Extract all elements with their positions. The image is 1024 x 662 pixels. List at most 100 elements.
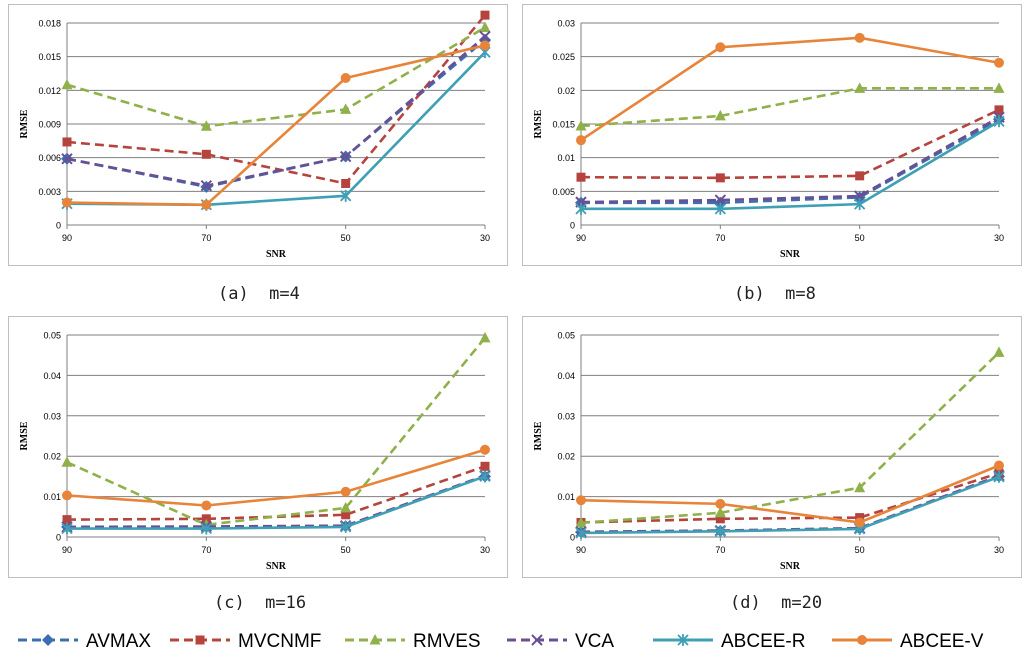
y-tick-label: 0.025: [552, 52, 575, 62]
data-point-abcee-v: [480, 444, 490, 455]
data-point-abcee-r: [993, 470, 1005, 483]
x-tick-label: 90: [576, 545, 586, 555]
y-tick-label: 0: [570, 533, 575, 543]
data-point-abcee-v: [854, 517, 865, 528]
data-point-vca: [61, 153, 73, 165]
y-axis-title: RMSE: [533, 421, 544, 450]
data-point-abcee-v: [854, 32, 865, 43]
data-point-abcee-v: [340, 486, 351, 497]
legend-label-avmax: AVMAX: [86, 631, 151, 652]
series-line-abcee-v: [580, 464, 1000, 524]
y-tick-label: 0.04: [557, 371, 575, 381]
series-line-abcee-v: [66, 448, 486, 507]
data-point-rmves: [479, 21, 491, 32]
y-tick-label: 0.03: [557, 411, 575, 421]
series-line-vca: [580, 474, 1000, 534]
y-tick-label: 0.05: [43, 331, 61, 341]
chart-panel-c: 0 0.01 0.02 0.03 0.04 0.05 90 70 50 30 SNR RMSE: [8, 316, 508, 578]
y-tick-label: 0.01: [557, 492, 575, 502]
data-point-rmves: [200, 120, 212, 131]
data-point-mvcnmf: [576, 172, 586, 182]
series-line-abcee-r: [67, 475, 486, 530]
data-point-vca: [479, 30, 491, 43]
legend-label-abcee-r: ABCEE-R: [721, 631, 805, 652]
y-tick-label: 0.01: [43, 492, 61, 502]
legend: AVMAX MVCNMF RMVES VCA ABCEE-R ABCEE-V: [18, 631, 984, 652]
chart-d: 0 0.01 0.02 0.03 0.04 0.05 90 70 50 30 SNR RMSE: [533, 331, 1005, 572]
x-tick-label: 30: [994, 545, 1004, 555]
x-tick-label: 70: [201, 233, 211, 243]
data-point-abcee-v: [994, 57, 1004, 68]
data-point-mvcnmf: [480, 461, 490, 471]
series-line-abcee-v: [66, 44, 486, 207]
series-line-vca: [66, 35, 486, 188]
legend-marker-vca: [531, 634, 543, 646]
y-tick-label: 0.009: [38, 120, 61, 130]
x-tick-label: 30: [994, 233, 1004, 243]
data-point-rmves: [61, 78, 73, 90]
data-point-mvcnmf: [62, 515, 72, 525]
y-tick-label: 0: [56, 533, 61, 543]
legend-label-rmves: RMVES: [413, 631, 481, 652]
data-point-abcee-v: [201, 199, 212, 210]
legend-marker-mvcnmf: [195, 635, 205, 645]
series-line-avmax: [581, 118, 1000, 205]
y-axis-title: RMSE: [533, 109, 544, 138]
data-point-abcee-r: [200, 522, 212, 535]
data-point-rmves: [993, 346, 1005, 357]
legend-label-abcee-v: ABCEE-V: [900, 631, 984, 652]
legend-marker-abcee-r: [677, 634, 689, 646]
x-tick-label: 70: [715, 233, 725, 243]
data-point-rmves: [714, 109, 726, 121]
data-point-mvcnmf: [715, 514, 725, 524]
caption-a: (a) m=4: [218, 284, 300, 304]
data-point-mvcnmf: [62, 137, 72, 147]
series-line-rmves: [66, 337, 487, 527]
series-line-mvcnmf: [66, 14, 487, 185]
x-tick-label: 90: [62, 233, 72, 243]
caption-c: (c) m=16: [214, 593, 307, 613]
data-point-abcee-r: [340, 189, 352, 202]
y-tick-label: 0.03: [557, 19, 575, 29]
data-point-rmves: [575, 120, 587, 131]
x-axis-title: SNR: [266, 249, 287, 260]
data-point-vca: [853, 190, 866, 202]
y-tick-label: 0.012: [38, 86, 61, 96]
chart-c: 0 0.01 0.02 0.03 0.04 0.05 90 70 50 30 SNR RMSE: [19, 331, 491, 572]
x-tick-label: 70: [201, 545, 211, 555]
data-point-abcee-v: [201, 500, 212, 511]
x-tick-label: 50: [855, 233, 865, 243]
data-point-mvcnmf: [341, 178, 351, 188]
data-point-rmves: [61, 456, 73, 467]
x-axis-title: SNR: [266, 561, 287, 572]
data-point-abcee-v: [576, 495, 586, 506]
y-tick-label: 0.003: [38, 187, 61, 197]
chart-b: 0 0.005 0.01 0.015 0.02 0.025 0.03 90 70 50 30 SNR R…: [533, 19, 1005, 260]
data-point-abcee-v: [340, 72, 351, 83]
data-point-abcee-r: [854, 198, 866, 211]
data-point-rmves: [993, 82, 1005, 93]
data-point-rmves: [854, 481, 866, 493]
data-point-abcee-r: [714, 525, 726, 538]
data-point-vca: [339, 150, 352, 163]
y-tick-label: 0: [56, 221, 61, 231]
data-point-mvcnmf: [201, 514, 211, 524]
data-point-mvcnmf: [201, 149, 211, 159]
legend-marker-avmax: [42, 634, 54, 646]
series-line-mvcnmf: [580, 471, 1000, 524]
data-point-abcee-r: [479, 470, 491, 483]
data-point-abcee-r: [993, 115, 1005, 128]
y-tick-label: 0.02: [557, 452, 575, 462]
data-point-rmves: [714, 506, 726, 518]
data-point-mvcnmf: [715, 173, 725, 183]
y-tick-label: 0.02: [557, 86, 575, 96]
chart-panel-b: 0 0.005 0.01 0.015 0.02 0.025 0.03 90 70 50 30 SNR R…: [522, 4, 1022, 266]
chart-panel-d: 0 0.01 0.02 0.03 0.04 0.05 90 70 50 30 SNR RMSE: [522, 316, 1022, 578]
y-tick-label: 0.02: [43, 452, 61, 462]
series-line-mvcnmf: [580, 108, 1000, 180]
series-line-rmves: [580, 87, 999, 128]
data-point-abcee-v: [715, 498, 726, 509]
y-tick-label: 0.018: [38, 19, 61, 29]
data-point-abcee-r: [714, 202, 726, 215]
legend-label-vca: VCA: [575, 631, 614, 652]
